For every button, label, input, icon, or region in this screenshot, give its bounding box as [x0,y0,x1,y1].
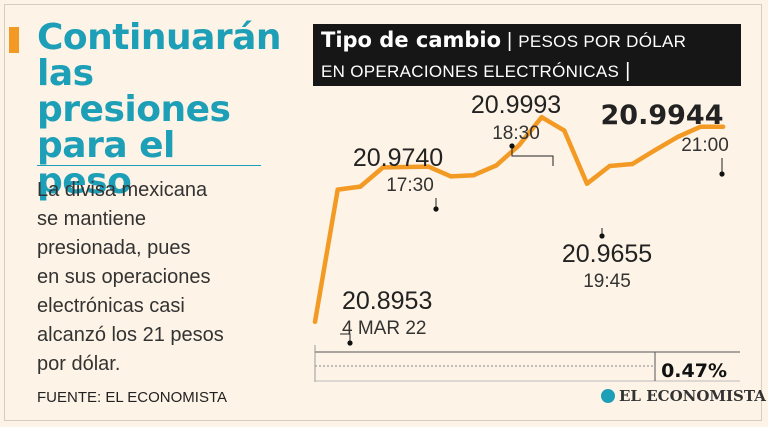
chart-subtitle-1: PESOS POR DÓLAR [518,32,687,51]
annotation-value: 20.9944 [601,100,724,131]
annotation-time: 19:45 [583,271,631,292]
headline-divider [37,165,261,166]
title-separator: | [507,30,513,52]
headline-line: las [37,53,94,94]
source-credit: FUENTE: EL ECONOMISTA [37,389,228,406]
body-line: electrónicas casi [37,295,185,317]
logo-icon [601,389,615,403]
annotation-value: 20.9655 [562,240,652,268]
data-point [698,124,703,130]
body-line: La divisa mexicana [37,179,208,201]
data-point [584,181,590,186]
chart-title: Tipo de cambio [321,28,502,52]
data-point [562,128,567,133]
data-point [652,148,658,153]
chart-title-box: Tipo de cambio | PESOS POR DÓLAR EN OPERAC… [313,24,741,86]
percent-change-label: 0.47% [661,360,727,382]
data-point [494,163,499,168]
headline-line: para el peso [37,125,175,202]
data-point [335,187,340,192]
body-line: presionada, pues [37,237,191,259]
annotation-value: 20.8953 [342,287,432,315]
annotation-dot [509,143,515,149]
logo-text: EL ECONOMISTA [619,387,766,405]
body-text: La divisa mexicana se mantiene presionad… [37,176,267,379]
data-point [471,173,476,178]
data-point [516,143,522,148]
annotation-dot [599,233,605,239]
body-line: por dólar. [37,353,121,375]
annotation-leader [340,333,351,343]
brand-logo: EL ECONOMISTA [601,387,766,405]
annotation-dot [719,171,725,177]
infographic-frame [4,4,762,421]
headline: Continuarán las presiones para el peso [37,17,282,202]
body-line: se mantiene [37,208,146,230]
annotation-time: 18:30 [492,123,540,144]
annotation-dot [347,340,353,346]
data-point [607,163,612,169]
annotation-time: 4 MAR 22 [342,318,426,339]
data-point [630,161,635,167]
annotation-leader [511,146,554,166]
data-point [448,174,454,179]
annotation-value: 20.9740 [353,144,443,172]
annotation-value: 20.9993 [471,91,561,119]
data-point [358,184,363,189]
data-point [720,124,726,130]
accent-bar [9,27,19,53]
chart-subtitle-2: EN OPERACIONES ELECTRÓNICAS [321,62,620,81]
body-line: en sus operaciones [37,266,211,288]
data-point [426,164,431,169]
body-line: alcanzó los 21 pesos [37,324,224,346]
headline-line: Continuarán [37,17,282,58]
headline-line: presiones [37,89,231,130]
data-point [539,115,544,120]
data-point [403,164,408,170]
annotation-time: 17:30 [386,175,434,196]
data-point [380,165,386,170]
data-point [312,319,318,324]
data-point [675,134,680,140]
title-separator: | [625,60,631,82]
annotation-dot [433,206,439,212]
annotation-time: 21:00 [681,135,729,156]
